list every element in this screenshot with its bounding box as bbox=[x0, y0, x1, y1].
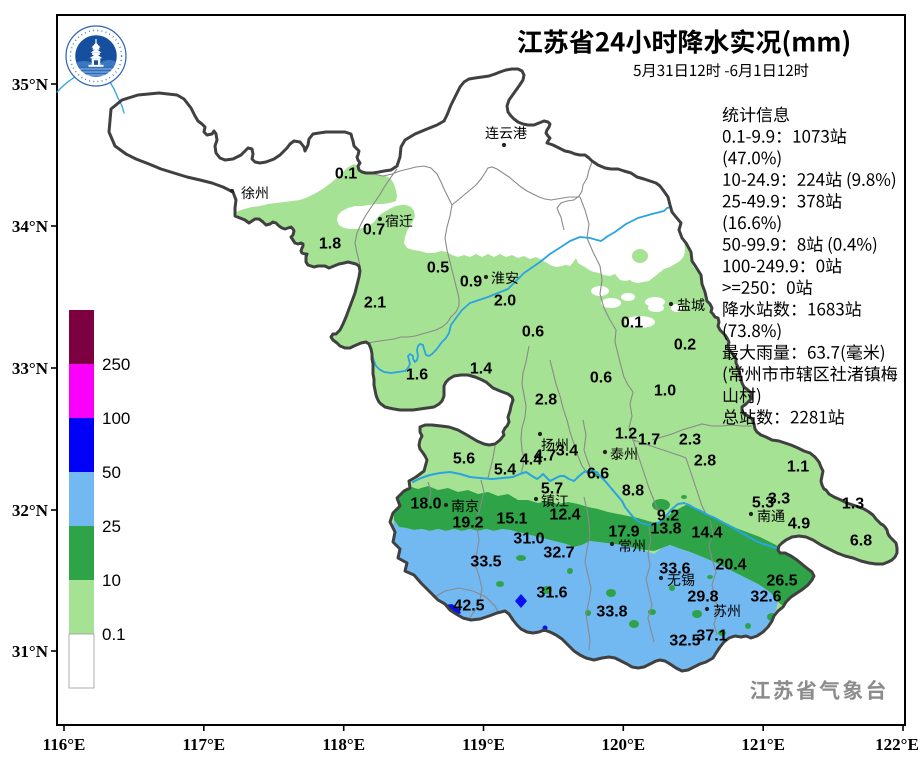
svg-text:6.6: 6.6 bbox=[587, 466, 609, 483]
svg-text:26.5: 26.5 bbox=[766, 573, 797, 590]
svg-text:3.4: 3.4 bbox=[556, 443, 578, 460]
svg-text:32.5: 32.5 bbox=[669, 633, 700, 650]
svg-text:31°N: 31°N bbox=[12, 642, 49, 661]
svg-text:117°E: 117°E bbox=[182, 735, 225, 754]
svg-text:0.1: 0.1 bbox=[621, 315, 643, 332]
svg-text:1.3: 1.3 bbox=[842, 496, 864, 513]
svg-text:18.0: 18.0 bbox=[410, 496, 441, 513]
svg-text:17.9: 17.9 bbox=[608, 524, 639, 541]
svg-text:0.7: 0.7 bbox=[363, 222, 385, 239]
svg-text:32.6: 32.6 bbox=[750, 589, 781, 606]
svg-text:37.1: 37.1 bbox=[696, 628, 727, 645]
svg-text:10: 10 bbox=[102, 571, 121, 590]
svg-text:9.2: 9.2 bbox=[657, 508, 679, 525]
svg-text:1.2: 1.2 bbox=[615, 426, 637, 443]
svg-text:20.4: 20.4 bbox=[715, 557, 746, 574]
svg-text:31.6: 31.6 bbox=[536, 585, 567, 602]
svg-text:4.4: 4.4 bbox=[520, 452, 542, 469]
svg-text:5.4: 5.4 bbox=[494, 462, 516, 479]
svg-text:120°E: 120°E bbox=[601, 735, 645, 754]
svg-text:42.5: 42.5 bbox=[453, 598, 484, 615]
svg-text:122°E: 122°E bbox=[875, 735, 919, 754]
svg-text:32.7: 32.7 bbox=[543, 545, 574, 562]
svg-text:4.9: 4.9 bbox=[788, 516, 810, 533]
svg-text:33°N: 33°N bbox=[12, 359, 49, 378]
svg-text:1.1: 1.1 bbox=[787, 459, 809, 476]
svg-text:250: 250 bbox=[102, 355, 130, 374]
svg-text:13.8: 13.8 bbox=[650, 521, 681, 538]
svg-text:2.3: 2.3 bbox=[679, 432, 701, 449]
svg-text:1.7: 1.7 bbox=[638, 432, 660, 449]
svg-text:8.8: 8.8 bbox=[622, 483, 644, 500]
svg-text:5.7: 5.7 bbox=[541, 481, 563, 498]
svg-text:25: 25 bbox=[102, 517, 121, 536]
svg-text:33.5: 33.5 bbox=[470, 554, 501, 571]
svg-text:0.6: 0.6 bbox=[590, 370, 612, 387]
svg-text:1.0: 1.0 bbox=[654, 383, 676, 400]
svg-text:31.0: 31.0 bbox=[513, 531, 544, 548]
svg-text:2.1: 2.1 bbox=[364, 295, 386, 312]
svg-text:0.9: 0.9 bbox=[460, 274, 482, 291]
svg-text:33.8: 33.8 bbox=[596, 604, 627, 621]
svg-text:121°E: 121°E bbox=[741, 735, 785, 754]
svg-text:6.8: 6.8 bbox=[850, 533, 872, 550]
svg-text:15.1: 15.1 bbox=[496, 511, 527, 528]
svg-text:0.5: 0.5 bbox=[427, 260, 449, 277]
svg-text:12.4: 12.4 bbox=[549, 507, 580, 524]
svg-text:116°E: 116°E bbox=[43, 735, 86, 754]
svg-text:0.6: 0.6 bbox=[522, 324, 544, 341]
svg-text:32°N: 32°N bbox=[12, 501, 49, 520]
svg-text:5.3: 5.3 bbox=[752, 495, 774, 512]
svg-text:2.8: 2.8 bbox=[694, 453, 716, 470]
svg-text:0.2: 0.2 bbox=[674, 337, 696, 354]
svg-text:35°N: 35°N bbox=[12, 75, 49, 94]
svg-text:50: 50 bbox=[102, 463, 121, 482]
svg-text:33.6: 33.6 bbox=[659, 561, 690, 578]
svg-text:1.6: 1.6 bbox=[406, 367, 428, 384]
svg-text:2.8: 2.8 bbox=[535, 392, 557, 409]
svg-text:1.8: 1.8 bbox=[319, 236, 341, 253]
svg-text:100: 100 bbox=[102, 409, 130, 428]
svg-text:2.0: 2.0 bbox=[494, 293, 516, 310]
svg-text:19.2: 19.2 bbox=[452, 515, 483, 532]
svg-text:3.3: 3.3 bbox=[768, 491, 790, 508]
svg-text:14.4: 14.4 bbox=[691, 525, 722, 542]
svg-text:118°E: 118°E bbox=[322, 735, 365, 754]
svg-text:1.4: 1.4 bbox=[470, 361, 492, 378]
svg-text:34°N: 34°N bbox=[12, 217, 49, 236]
svg-text:0.1: 0.1 bbox=[335, 166, 357, 183]
svg-text:0.1: 0.1 bbox=[102, 625, 126, 644]
svg-text:119°E: 119°E bbox=[462, 735, 505, 754]
svg-text:4.7: 4.7 bbox=[534, 448, 556, 465]
svg-text:5.6: 5.6 bbox=[453, 451, 475, 468]
svg-text:29.8: 29.8 bbox=[687, 589, 718, 606]
